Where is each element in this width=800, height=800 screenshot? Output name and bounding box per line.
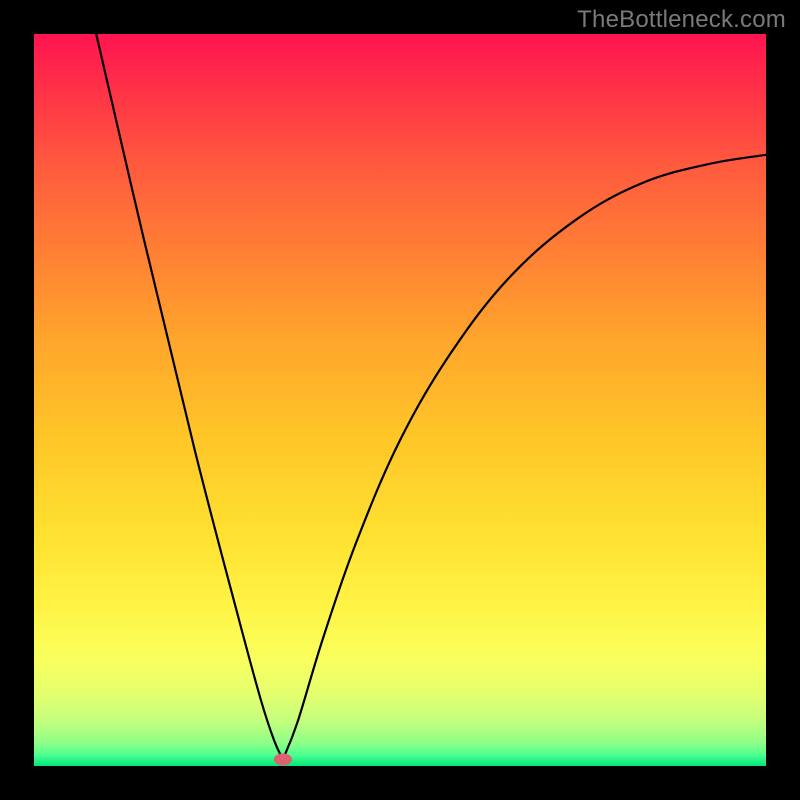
chart-frame: { "watermark": { "text": "TheBottleneck.… [0, 0, 800, 800]
watermark-text: TheBottleneck.com [577, 6, 786, 34]
bottleneck-chart [0, 0, 800, 800]
minimum-marker [274, 753, 292, 765]
plot-background [34, 34, 766, 766]
